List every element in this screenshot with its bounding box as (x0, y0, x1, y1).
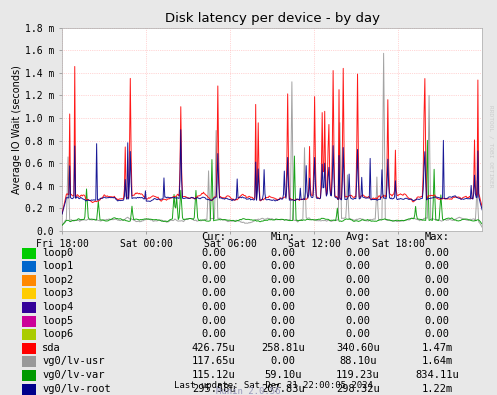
Text: 298.32u: 298.32u (336, 384, 380, 393)
Text: 0.00: 0.00 (425, 275, 450, 285)
Text: 0.00: 0.00 (345, 302, 370, 312)
Text: 1.64m: 1.64m (422, 356, 453, 367)
Text: 0.00: 0.00 (271, 356, 296, 367)
Text: Last update: Sat Dec 21 22:00:05 2024: Last update: Sat Dec 21 22:00:05 2024 (174, 381, 373, 390)
Text: 1.47m: 1.47m (422, 343, 453, 353)
Text: 207.83u: 207.83u (261, 384, 305, 393)
Text: 0.00: 0.00 (425, 329, 450, 339)
Text: 0.00: 0.00 (271, 316, 296, 325)
Text: 0.00: 0.00 (345, 316, 370, 325)
Bar (22, 329, 36, 340)
Text: 426.75u: 426.75u (192, 343, 236, 353)
Text: 59.10u: 59.10u (264, 370, 302, 380)
Text: 0.00: 0.00 (271, 302, 296, 312)
Text: 834.11u: 834.11u (415, 370, 459, 380)
Text: 0.00: 0.00 (201, 261, 226, 271)
Bar (22, 248, 36, 259)
Text: RRDTOOL / TOBI OETIKER: RRDTOOL / TOBI OETIKER (488, 105, 493, 187)
Text: 119.23u: 119.23u (336, 370, 380, 380)
Text: 0.00: 0.00 (425, 248, 450, 258)
Text: 0.00: 0.00 (271, 288, 296, 298)
Text: 115.12u: 115.12u (192, 370, 236, 380)
Text: 0.00: 0.00 (345, 261, 370, 271)
Text: 0.00: 0.00 (201, 329, 226, 339)
Text: 0.00: 0.00 (345, 248, 370, 258)
Bar (22, 275, 36, 286)
Text: 0.00: 0.00 (201, 288, 226, 298)
Text: 0.00: 0.00 (345, 275, 370, 285)
Text: 0.00: 0.00 (425, 302, 450, 312)
Text: vg0/lv-root: vg0/lv-root (42, 384, 111, 393)
Bar (22, 384, 36, 395)
Text: vg0/lv-usr: vg0/lv-usr (42, 356, 105, 367)
Bar (22, 356, 36, 367)
Text: loop6: loop6 (42, 329, 74, 339)
Text: 0.00: 0.00 (201, 275, 226, 285)
Text: 0.00: 0.00 (271, 275, 296, 285)
Text: loop0: loop0 (42, 248, 74, 258)
Bar (22, 288, 36, 299)
Text: 0.00: 0.00 (425, 316, 450, 325)
Text: sda: sda (42, 343, 61, 353)
Bar (22, 302, 36, 313)
Bar (22, 370, 36, 381)
Text: 0.00: 0.00 (201, 248, 226, 258)
Text: loop5: loop5 (42, 316, 74, 325)
Text: loop2: loop2 (42, 275, 74, 285)
Text: Min:: Min: (271, 232, 296, 242)
Y-axis label: Average IO Wait (seconds): Average IO Wait (seconds) (12, 65, 22, 194)
Text: Avg:: Avg: (345, 232, 370, 242)
Text: 295.58u: 295.58u (192, 384, 236, 393)
Text: 88.10u: 88.10u (339, 356, 377, 367)
Text: loop1: loop1 (42, 261, 74, 271)
Text: loop3: loop3 (42, 288, 74, 298)
Text: 0.00: 0.00 (271, 248, 296, 258)
Bar (22, 261, 36, 272)
Text: 0.00: 0.00 (271, 329, 296, 339)
Text: 0.00: 0.00 (201, 316, 226, 325)
Title: Disk latency per device - by day: Disk latency per device - by day (165, 12, 380, 25)
Bar (22, 316, 36, 327)
Text: 0.00: 0.00 (201, 302, 226, 312)
Text: 117.65u: 117.65u (192, 356, 236, 367)
Text: 1.22m: 1.22m (422, 384, 453, 393)
Text: vg0/lv-var: vg0/lv-var (42, 370, 105, 380)
Text: Munin 2.0.56: Munin 2.0.56 (216, 387, 281, 395)
Text: 0.00: 0.00 (345, 288, 370, 298)
Text: loop4: loop4 (42, 302, 74, 312)
Text: 0.00: 0.00 (425, 288, 450, 298)
Text: Cur:: Cur: (201, 232, 226, 242)
Text: 0.00: 0.00 (345, 329, 370, 339)
Text: Max:: Max: (425, 232, 450, 242)
Text: 258.81u: 258.81u (261, 343, 305, 353)
Bar (22, 343, 36, 354)
Text: 340.60u: 340.60u (336, 343, 380, 353)
Text: 0.00: 0.00 (271, 261, 296, 271)
Text: 0.00: 0.00 (425, 261, 450, 271)
